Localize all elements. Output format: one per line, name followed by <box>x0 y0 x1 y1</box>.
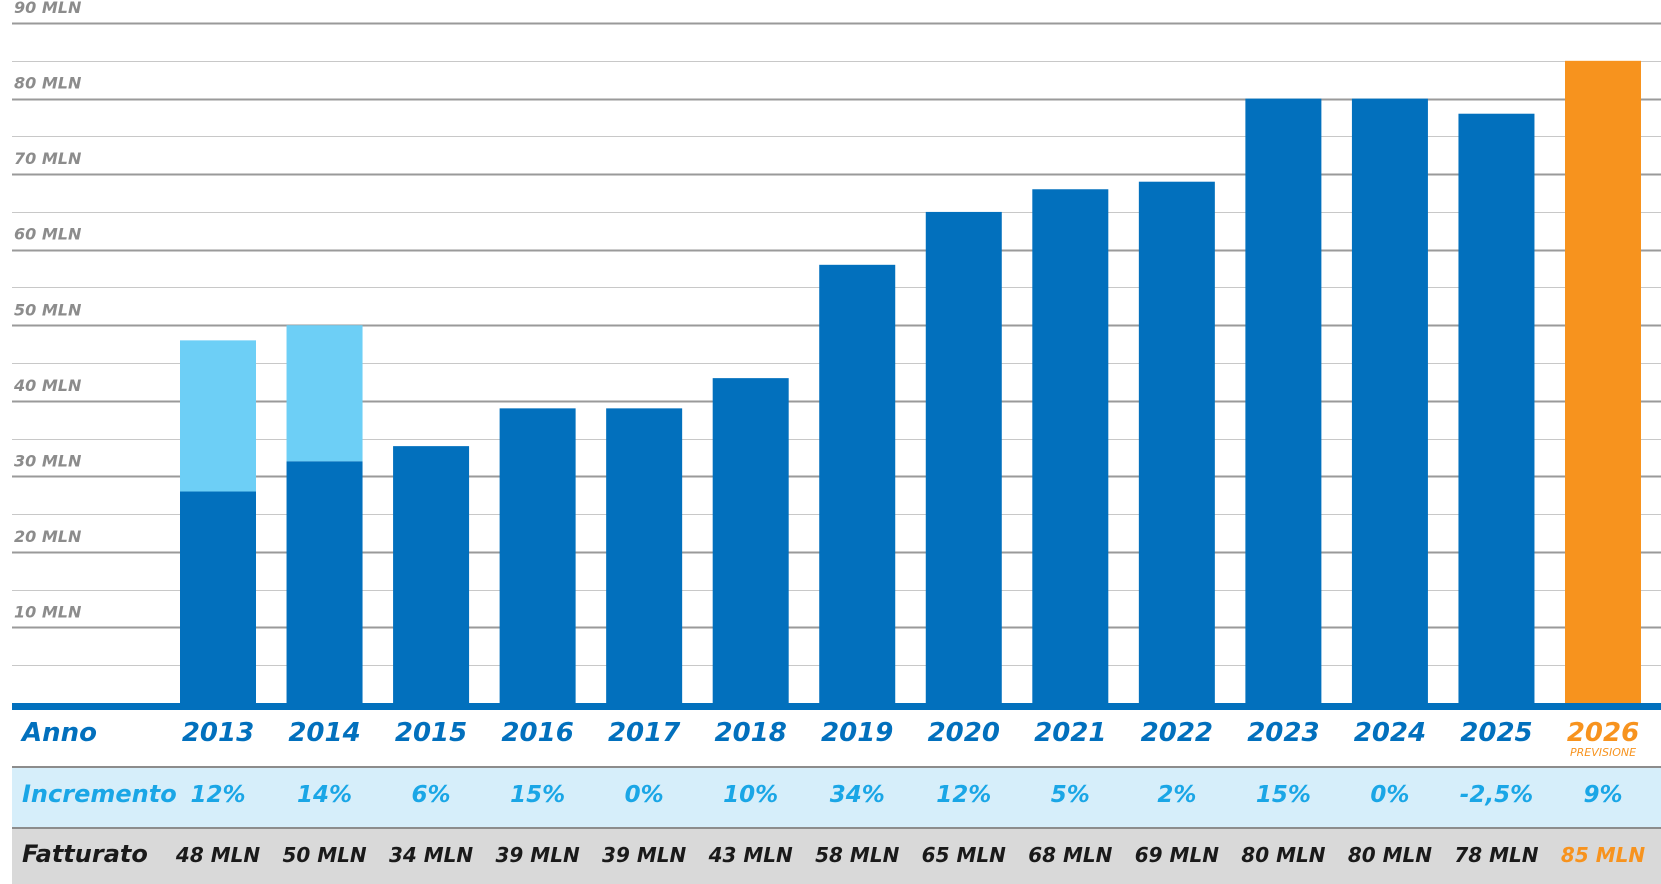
fatturato-value: 34 MLN <box>389 843 473 867</box>
incremento-value: 12% <box>190 782 245 808</box>
year-label: 2014 <box>288 718 360 748</box>
incremento-value: 34% <box>830 782 885 808</box>
year-label: 2020 <box>928 718 1000 748</box>
fatturato-value: 39 MLN <box>602 843 686 867</box>
bar <box>393 446 470 703</box>
bar <box>712 378 789 703</box>
bar <box>925 211 1002 704</box>
year-label: 2022 <box>1141 718 1213 748</box>
row-label-incremento: Incremento <box>22 780 177 808</box>
y-tick-label: 30 MLN <box>14 451 82 470</box>
bar <box>1458 113 1535 703</box>
fatturato-value: 39 MLN <box>496 843 580 867</box>
bar <box>286 461 363 703</box>
y-tick-label: 90 MLN <box>14 0 82 17</box>
fatturato-value: 80 MLN <box>1241 843 1325 867</box>
y-tick-label: 60 MLN <box>14 225 82 244</box>
y-tick-label: 70 MLN <box>14 149 82 168</box>
bar <box>1138 181 1215 703</box>
bar-segment-light <box>180 340 256 492</box>
fatturato-row-background <box>12 829 1661 884</box>
y-tick-label: 50 MLN <box>14 300 82 319</box>
year-label: 2021 <box>1034 718 1106 748</box>
fatturato-value: 48 MLN <box>175 843 260 867</box>
year-label: 2018 <box>715 718 787 748</box>
incremento-value: 0% <box>625 782 664 808</box>
fatturato-value: 50 MLN <box>282 843 366 867</box>
fatturato-value: 85 MLN <box>1561 843 1645 867</box>
fatturato-value: 68 MLN <box>1028 843 1112 867</box>
fatturato-value: 78 MLN <box>1454 843 1538 867</box>
fatturato-value: 58 MLN <box>815 843 899 867</box>
bar <box>1032 189 1109 703</box>
fatturato-value: 65 MLN <box>922 843 1006 867</box>
year-label: 2025 <box>1460 718 1532 748</box>
data-table: Anno Incremento Fatturato 2013 2014 2015 20… <box>12 718 1661 884</box>
row-label-anno: Anno <box>20 718 97 748</box>
bar <box>1565 60 1641 703</box>
row-separator <box>12 827 1661 829</box>
incremento-row-background <box>12 768 1661 828</box>
bar <box>1351 98 1428 704</box>
y-tick-label: 80 MLN <box>14 74 82 93</box>
bar-segment-light <box>286 325 363 462</box>
year-label: 2015 <box>395 718 467 748</box>
incremento-value: 0% <box>1370 782 1409 808</box>
bars <box>180 60 1641 704</box>
year-label: 2017 <box>608 718 681 748</box>
bar <box>180 491 256 703</box>
row-label-fatturato: Fatturato <box>22 840 148 868</box>
y-tick-label: 40 MLN <box>13 376 82 395</box>
y-tick-label: 10 MLN <box>14 602 82 621</box>
incremento-value: 12% <box>936 782 991 808</box>
incremento-value: 15% <box>510 782 565 808</box>
year-label: 2024 <box>1354 718 1426 748</box>
row-separator <box>12 766 1661 768</box>
incremento-values: 12% 14% 6% 15% 0% 10% 34% 12% 5% 2% 15% 0% -2,5% 9% <box>190 782 1622 808</box>
incremento-value: 15% <box>1256 782 1311 808</box>
bar <box>499 408 576 703</box>
bar <box>819 264 896 703</box>
incremento-value: 2% <box>1157 782 1196 808</box>
fatturato-value: 80 MLN <box>1348 843 1432 867</box>
bar <box>1245 98 1322 704</box>
fatturato-value: 43 MLN <box>708 843 793 867</box>
year-label: 2026 <box>1567 718 1639 748</box>
y-tick-label: 20 MLN <box>14 527 82 546</box>
year-label: 2019 <box>821 718 893 748</box>
y-axis-labels: 10 MLN 20 MLN 30 MLN 40 MLN 50 MLN 60 MLN 70 M… <box>13 0 82 621</box>
year-label: 2016 <box>501 718 573 748</box>
incremento-value: 6% <box>412 782 451 808</box>
bar <box>606 408 683 703</box>
incremento-value: 9% <box>1583 782 1622 808</box>
fatturato-value: 69 MLN <box>1135 843 1219 867</box>
incremento-value: 14% <box>297 782 352 808</box>
year-labels: 2013 2014 2015 2016 2017 2018 2019 2020 2021 2022… <box>182 718 1639 759</box>
incremento-value: -2,5% <box>1460 782 1533 808</box>
fatturato-values: 48 MLN 50 MLN 34 MLN 39 MLN 39 MLN 43 MLN 58 M… <box>175 843 1645 867</box>
year-label: 2013 <box>182 718 254 748</box>
year-label: 2023 <box>1247 718 1319 748</box>
forecast-note: PREVISIONE <box>1570 746 1636 759</box>
incremento-value: 10% <box>723 782 778 808</box>
x-axis-baseline <box>12 703 1661 710</box>
incremento-value: 5% <box>1051 782 1090 808</box>
